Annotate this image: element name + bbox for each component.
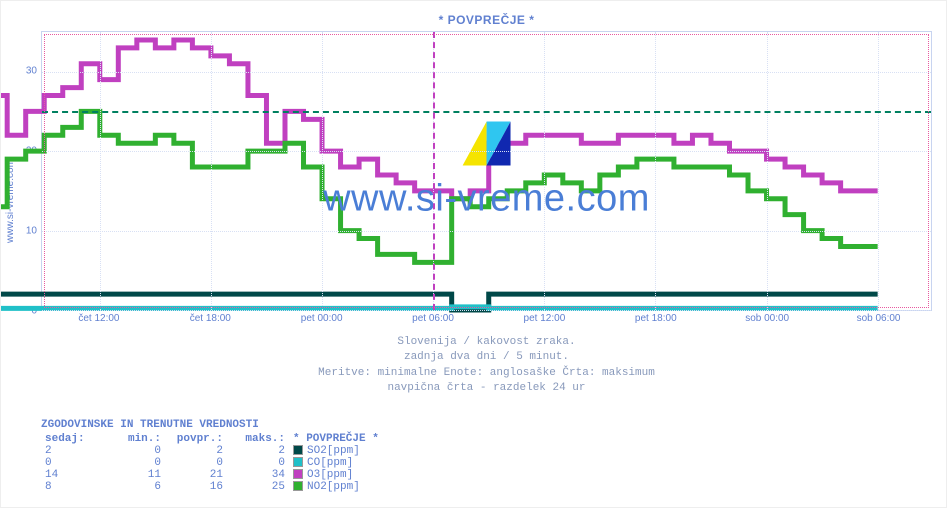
stats-row: 14112134 O3[ppm] bbox=[41, 469, 383, 481]
gridline-v bbox=[322, 32, 323, 310]
stats-cell: 2 bbox=[227, 445, 289, 457]
stats-table: sedaj: min.: povpr.: maks.: * POVPREČJE … bbox=[41, 433, 383, 493]
stats-title: ZGODOVINSKE IN TRENUTNE VREDNOSTI bbox=[41, 419, 383, 431]
x-tick-label: sob 06:00 bbox=[857, 313, 901, 324]
gridline-v bbox=[433, 32, 434, 310]
threshold-line bbox=[42, 111, 931, 113]
subtitle-line: Slovenija / kakovost zraka. bbox=[41, 335, 932, 350]
gridline-v bbox=[100, 32, 101, 310]
stats-cell: 0 bbox=[103, 457, 165, 469]
stats-row: 861625 NO2[ppm] bbox=[41, 481, 383, 493]
stats-cell: 34 bbox=[227, 469, 289, 481]
legend-label: NO2[ppm] bbox=[307, 481, 360, 493]
logo-icon bbox=[463, 122, 511, 166]
stats-cell: 11 bbox=[103, 469, 165, 481]
chart-container: www.si-vreme.com * POVPREČJE * 0102030 w… bbox=[0, 0, 947, 508]
series-so2 bbox=[0, 294, 878, 310]
watermark-text: www.si-vreme.com bbox=[323, 178, 650, 221]
subtitle-line: zadnja dva dni / 5 minut. bbox=[41, 350, 932, 365]
stats-cell: 0 bbox=[103, 445, 165, 457]
series-layer bbox=[42, 32, 931, 310]
legend-cell: CO[ppm] bbox=[289, 457, 383, 469]
stats-cell: 6 bbox=[103, 481, 165, 493]
chart-area: * POVPREČJE * 0102030 www.si-vreme.com č… bbox=[41, 13, 932, 333]
stats-col: sedaj: bbox=[41, 433, 103, 445]
gridline-v bbox=[544, 32, 545, 310]
x-tick-label: pet 00:00 bbox=[301, 313, 343, 324]
legend-label: SO2[ppm] bbox=[307, 445, 360, 457]
site-label-vertical: www.si-vreme.com bbox=[5, 159, 16, 243]
x-tick-label: pet 12:00 bbox=[524, 313, 566, 324]
legend-swatch bbox=[293, 445, 303, 455]
stats-cell: 0 bbox=[165, 457, 227, 469]
outer-dotted-frame bbox=[44, 34, 929, 308]
gridline-v bbox=[767, 32, 768, 310]
y-tick-label: 10 bbox=[26, 226, 37, 237]
gridline-v bbox=[655, 32, 656, 310]
stats-col: povpr.: bbox=[165, 433, 227, 445]
subtitle-line: Meritve: minimalne Enote: anglosaške Črt… bbox=[41, 366, 932, 381]
stats-cell: 14 bbox=[41, 469, 103, 481]
y-tick-label: 0 bbox=[31, 306, 37, 317]
day-separator-line bbox=[433, 32, 435, 310]
y-axis-labels: 0102030 bbox=[17, 31, 41, 311]
chart-title: * POVPREČJE * bbox=[41, 13, 932, 27]
plot-region: www.si-vreme.com bbox=[41, 31, 932, 311]
chart-subtitles: Slovenija / kakovost zraka. zadnja dva d… bbox=[41, 335, 932, 397]
y-tick-label: 30 bbox=[26, 66, 37, 77]
stats-cell: 2 bbox=[165, 445, 227, 457]
x-axis-labels: čet 12:00 čet 18:00 pet 00:00 pet 06:00 pet … bbox=[41, 311, 932, 329]
gridline-v bbox=[211, 32, 212, 310]
stats-cell: 8 bbox=[41, 481, 103, 493]
series-o3 bbox=[0, 40, 878, 199]
stats-col: maks.: bbox=[227, 433, 289, 445]
legend-swatch bbox=[293, 469, 303, 479]
gridline-v bbox=[878, 32, 879, 310]
stats-col: min.: bbox=[103, 433, 165, 445]
stats-cell: 0 bbox=[41, 457, 103, 469]
x-tick-label: pet 18:00 bbox=[635, 313, 677, 324]
legend-swatch bbox=[293, 481, 303, 491]
stats-cell: 16 bbox=[165, 481, 227, 493]
y-tick-label: 20 bbox=[26, 146, 37, 157]
gridline-h bbox=[42, 151, 931, 152]
legend-cell: NO2[ppm] bbox=[289, 481, 383, 493]
gridline-h bbox=[42, 231, 931, 232]
x-tick-label: čet 12:00 bbox=[78, 313, 119, 324]
gridline-h bbox=[42, 72, 931, 73]
series-no2 bbox=[0, 111, 878, 262]
x-tick-label: čet 18:00 bbox=[190, 313, 231, 324]
stats-row: 0000CO[ppm] bbox=[41, 457, 383, 469]
stats-block: ZGODOVINSKE IN TRENUTNE VREDNOSTI sedaj:… bbox=[41, 419, 383, 493]
legend-cell: SO2[ppm] bbox=[289, 445, 383, 457]
watermark: www.si-vreme.com bbox=[323, 122, 650, 221]
legend-cell: O3[ppm] bbox=[289, 469, 383, 481]
stats-legend-title: * POVPREČJE * bbox=[289, 433, 383, 445]
subtitle-line: navpična črta - razdelek 24 ur bbox=[41, 381, 932, 396]
stats-cell: 2 bbox=[41, 445, 103, 457]
series-co bbox=[0, 307, 878, 309]
stats-cell: 25 bbox=[227, 481, 289, 493]
stats-row: 2022SO2[ppm] bbox=[41, 445, 383, 457]
plot-outer: 0102030 www.si-vreme.com čet 12:00čet 18… bbox=[41, 31, 932, 311]
legend-swatch bbox=[293, 457, 303, 467]
x-tick-label: pet 06:00 bbox=[412, 313, 454, 324]
stats-cell: 21 bbox=[165, 469, 227, 481]
stats-cell: 0 bbox=[227, 457, 289, 469]
legend-label: O3[ppm] bbox=[307, 469, 353, 481]
x-tick-label: sob 00:00 bbox=[745, 313, 789, 324]
legend-label: CO[ppm] bbox=[307, 457, 353, 469]
